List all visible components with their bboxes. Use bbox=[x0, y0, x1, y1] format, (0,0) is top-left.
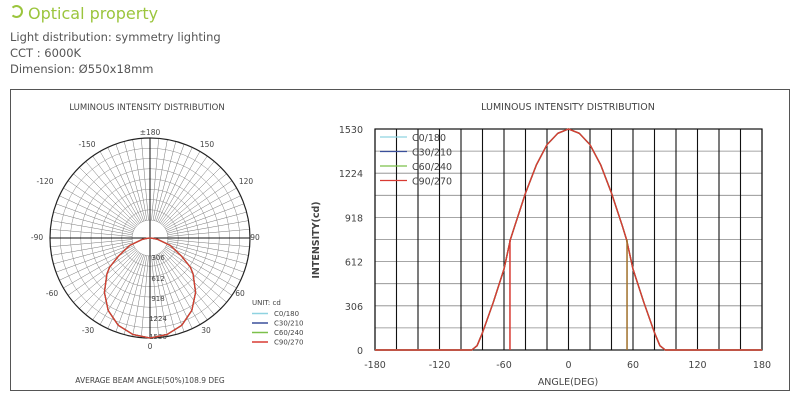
cart-xtick-label: 120 bbox=[688, 360, 706, 371]
polar-legend-label: C90/270 bbox=[274, 339, 304, 347]
polar-radial-label: 612 bbox=[151, 275, 164, 283]
info-dimension: Dimension: Ø550x18mm bbox=[10, 62, 154, 76]
cart-ylabel: INTENSITY(cd) bbox=[311, 201, 322, 278]
cart-legend-label: C60/240 bbox=[412, 162, 452, 173]
cart-ytick-label: 1224 bbox=[339, 169, 363, 180]
polar-legend-label: C30/210 bbox=[274, 320, 304, 328]
circle-arrow-icon bbox=[10, 5, 23, 18]
polar-angle-label: 60 bbox=[235, 289, 245, 298]
polar-title: LUMINOUS INTENSITY DISTRIBUTION bbox=[69, 103, 224, 113]
info-cct: CCT : 6000K bbox=[10, 46, 82, 60]
polar-legend-label: C60/240 bbox=[274, 329, 304, 337]
cart-xtick-label: -60 bbox=[496, 360, 512, 371]
polar-angle-label: -90 bbox=[31, 233, 43, 242]
info-light-distribution: Light distribution: symmetry lighting bbox=[10, 30, 221, 44]
polar-angle-label: 30 bbox=[201, 326, 211, 335]
cart-legend-label: C30/210 bbox=[412, 148, 452, 159]
polar-radial-label: 306 bbox=[151, 254, 165, 262]
polar-legend-label: C0/180 bbox=[274, 310, 299, 318]
polar-angle-label: 90 bbox=[250, 233, 260, 242]
cart-xlabel: ANGLE(DEG) bbox=[538, 377, 598, 388]
cart-xtick-label: 180 bbox=[753, 360, 771, 371]
cart-ytick-label: 612 bbox=[345, 258, 363, 269]
cart-series-C90-270 bbox=[375, 128, 762, 351]
polar-unit-label: UNIT: cd bbox=[252, 299, 281, 307]
polar-radial-label: 918 bbox=[151, 295, 164, 303]
cart-ytick-label: 0 bbox=[357, 346, 363, 357]
cart-xtick-label: 0 bbox=[565, 360, 571, 371]
polar-angle-label: 0 bbox=[148, 342, 153, 351]
cart-xtick-label: 60 bbox=[627, 360, 639, 371]
polar-angle-label: -120 bbox=[36, 177, 53, 186]
cart-legend-label: C0/180 bbox=[412, 133, 446, 144]
polar-angle-label: -30 bbox=[82, 326, 94, 335]
polar-radial-label: 1224 bbox=[149, 315, 167, 323]
cart-xtick-label: -120 bbox=[429, 360, 451, 371]
cart-ytick-label: 306 bbox=[345, 302, 363, 313]
polar-angle-label: 120 bbox=[239, 177, 254, 186]
cart-legend-label: C90/270 bbox=[412, 177, 452, 188]
cart-xtick-label: -180 bbox=[364, 360, 386, 371]
polar-angle-label: 150 bbox=[200, 140, 215, 149]
cart-ytick-label: 1530 bbox=[339, 125, 363, 136]
section-title: Optical property bbox=[10, 4, 158, 23]
chart-frame bbox=[10, 89, 790, 391]
cart-ytick-label: 918 bbox=[345, 213, 363, 224]
polar-series-C90-270 bbox=[103, 237, 197, 339]
polar-angle-label: -150 bbox=[78, 140, 95, 149]
cart-title: LUMINOUS INTENSITY DISTRIBUTION bbox=[481, 102, 655, 113]
polar-angle-label: -60 bbox=[46, 289, 58, 298]
polar-footer: AVERAGE BEAM ANGLE(50%)108.9 DEG bbox=[75, 376, 225, 385]
polar-angle-label: ±180 bbox=[140, 128, 161, 137]
